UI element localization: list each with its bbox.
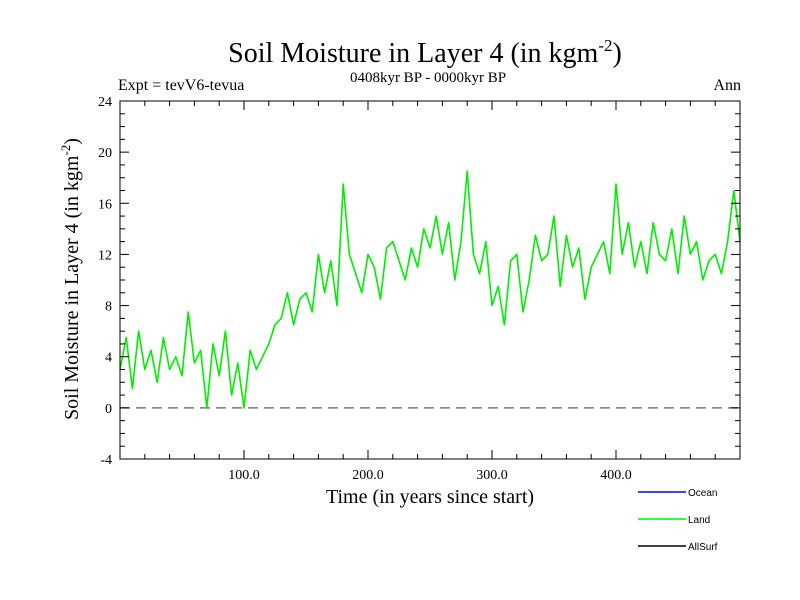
y-tick-label: 0 [105, 402, 112, 417]
y-tick-label: 24 [98, 95, 112, 110]
plot-frame [119, 100, 741, 460]
expt-label: Expt = tevV6-tevua [118, 77, 244, 94]
y-tick-label: 12 [98, 248, 112, 263]
plot-area [119, 170, 741, 409]
chart-text: 100.0 200.0 300.0 400.0 -4 0 4 8 12 16 20 24 Soil Mo… [58, 36, 741, 508]
y-tick-label: 20 [98, 146, 112, 161]
series-line-land [119, 170, 741, 409]
axes [119, 100, 741, 460]
legend-label-allsurf: AllSurf [688, 542, 718, 553]
legend: Ocean Land AllSurf [638, 488, 718, 553]
x-tick-label: 100.0 [228, 468, 260, 483]
season-label: Ann [713, 77, 741, 94]
y-tick-label: 8 [105, 300, 112, 315]
x-axis-label: Time (in years since start) [326, 486, 534, 508]
legend-label-ocean: Ocean [688, 488, 717, 499]
x-tick-label: 400.0 [600, 468, 632, 483]
legend-label-land: Land [688, 515, 710, 526]
y-axis-label: Soil Moisture in Layer 4 (in kgm-2) [58, 138, 83, 420]
chart-subtitle: 0408kyr BP - 0000kyr BP [350, 70, 506, 86]
y-tick-label: 16 [98, 197, 112, 212]
x-tick-label: 300.0 [476, 468, 508, 483]
x-tick-label: 200.0 [352, 468, 384, 483]
y-tick-label: -4 [100, 453, 112, 468]
chart-title: Soil Moisture in Layer 4 (in kgm-2) [228, 36, 622, 69]
y-tick-label: 4 [105, 351, 112, 366]
